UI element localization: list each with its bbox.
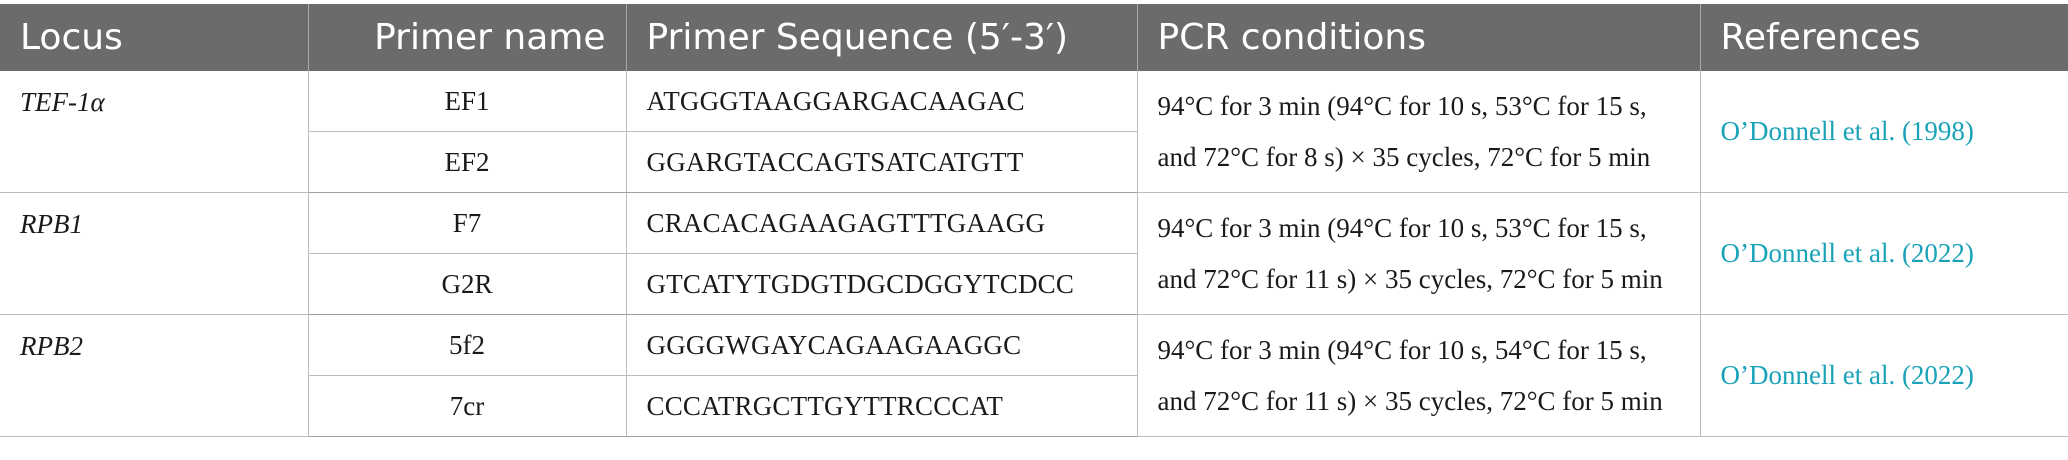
table-row: EF2 GGARGTACCAGTSATCATGTT xyxy=(0,131,2068,193)
primer-sequence-cell: GTCATYTGDGTDGCDGGYTCDCC xyxy=(625,253,1137,315)
primer-sequence-cell: CRACACAGAAGAGTTTGAAGG xyxy=(625,192,1137,254)
table-row: TEF-1α EF1 ATGGGTAAGGARGACAAGAC 94°C for… xyxy=(0,71,2068,193)
primer-name-cell: 7cr xyxy=(307,375,626,437)
pcr-conditions-line-1: 94°C for 3 min (94°C for 10 s, 53°C for … xyxy=(1157,90,1647,121)
primer-name-cell: EF1 xyxy=(307,71,626,132)
locus-cell: RPB1 xyxy=(0,192,308,315)
primer-sequence-cell: GGGGWGAYCAGAAGAAGGC xyxy=(625,314,1137,376)
header-primer-sequence: Primer Sequence (5′-3′) xyxy=(625,4,1137,71)
pcr-conditions-cell: 94°C for 3 min (94°C for 10 s, 53°C for … xyxy=(1136,71,1700,193)
table-body: TEF-1α EF1 ATGGGTAAGGARGACAAGAC 94°C for… xyxy=(0,71,2068,437)
header-pcr-conditions: PCR conditions xyxy=(1136,4,1700,71)
pcr-conditions-line-1: 94°C for 3 min (94°C for 10 s, 54°C for … xyxy=(1157,334,1647,365)
header-row: Locus Primer name Primer Sequence (5′-3′… xyxy=(0,4,2068,71)
reference-link[interactable]: O’Donnell et al. (2022) xyxy=(1699,192,2068,315)
pcr-conditions-line-2: and 72°C for 11 s) × 35 cycles, 72°C for… xyxy=(1157,263,1663,294)
primer-table-container: Locus Primer name Primer Sequence (5′-3′… xyxy=(0,4,2068,437)
pcr-conditions-line-2: and 72°C for 11 s) × 35 cycles, 72°C for… xyxy=(1157,385,1663,416)
locus-cell: TEF-1α xyxy=(0,71,308,193)
primer-sequence-cell: ATGGGTAAGGARGACAAGAC xyxy=(625,71,1137,132)
locus-cell: RPB2 xyxy=(0,314,308,437)
primer-name-cell: G2R xyxy=(307,253,626,315)
table-header: Locus Primer name Primer Sequence (5′-3′… xyxy=(0,4,2068,71)
header-references: References xyxy=(1699,4,2068,71)
header-locus: Locus xyxy=(0,4,308,71)
pcr-conditions-cell: 94°C for 3 min (94°C for 10 s, 53°C for … xyxy=(1136,192,1700,315)
table-row: G2R GTCATYTGDGTDGCDGGYTCDCC xyxy=(0,253,2068,315)
pcr-conditions-cell: 94°C for 3 min (94°C for 10 s, 54°C for … xyxy=(1136,314,1700,437)
table-row: RPB1 F7 CRACACAGAAGAGTTTGAAGG 94°C for 3… xyxy=(0,192,2068,315)
table-row: 7cr CCCATRGCTTGYTTRCCCAT xyxy=(0,375,2068,437)
primer-sequence-cell: CCCATRGCTTGYTTRCCCAT xyxy=(625,375,1137,437)
primer-name-cell: EF2 xyxy=(307,131,626,193)
reference-link[interactable]: O’Donnell et al. (2022) xyxy=(1699,314,2068,437)
primer-sequence-cell: GGARGTACCAGTSATCATGTT xyxy=(625,131,1137,193)
header-primer-name: Primer name xyxy=(307,4,626,71)
primer-name-cell: 5f2 xyxy=(307,314,626,376)
primer-table: Locus Primer name Primer Sequence (5′-3′… xyxy=(0,4,2068,437)
reference-link[interactable]: O’Donnell et al. (1998) xyxy=(1699,71,2068,193)
pcr-conditions-line-2: and 72°C for 8 s) × 35 cycles, 72°C for … xyxy=(1157,141,1651,172)
table-row: RPB2 5f2 GGGGWGAYCAGAAGAAGGC 94°C for 3 … xyxy=(0,314,2068,437)
primer-name-cell: F7 xyxy=(307,192,626,254)
pcr-conditions-line-1: 94°C for 3 min (94°C for 10 s, 53°C for … xyxy=(1157,212,1647,243)
